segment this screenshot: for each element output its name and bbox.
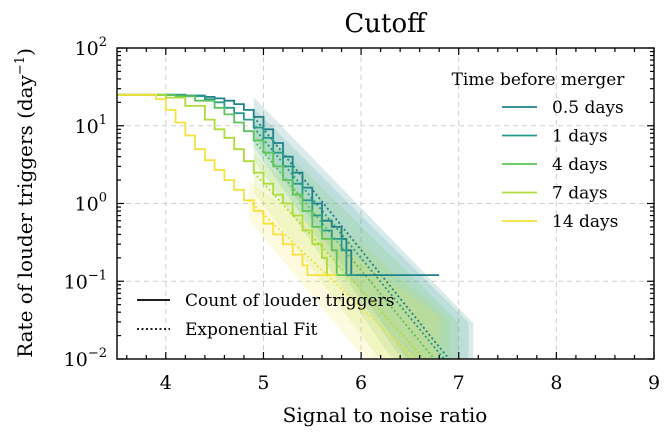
fit-band-4 (248, 180, 440, 359)
step-line-2 (117, 93, 347, 277)
x-tick-label: 7 (453, 372, 465, 394)
y-axis-label-sup: −1 (13, 56, 28, 75)
y-tick-label-base: 10 (75, 116, 99, 138)
y-axis-label-close: ) (13, 48, 37, 56)
legend-label-3: 7 days (552, 184, 608, 204)
step-lines (117, 93, 440, 277)
legend-label-0: 0.5 days (552, 98, 624, 118)
style-legend-label-1: Exponential Fit (185, 320, 318, 340)
y-tick-label: 102 (75, 35, 107, 60)
y-tick-label-exponent: 2 (99, 35, 107, 50)
y-tick-label: 100 (75, 191, 107, 216)
series-legend-title: Time before merger (452, 70, 626, 90)
step-line-4 (117, 93, 337, 277)
series-legend: Time before merger 0.5 days 1 days 4 days 7… (452, 70, 626, 232)
legend-label-1: 1 days (552, 127, 608, 147)
legend-label-4: 14 days (552, 212, 618, 232)
style-legend-label-0: Count of louder triggers (185, 291, 394, 311)
x-tick-label: 8 (550, 372, 562, 394)
y-tick-label-base: 10 (75, 194, 99, 216)
y-tick-label-base: 10 (64, 271, 88, 293)
x-tick-label: 6 (355, 372, 367, 394)
y-tick-label: 101 (75, 113, 107, 138)
x-tick-label: 4 (160, 372, 172, 394)
x-tick-label: 9 (648, 372, 660, 394)
legend-label-2: 4 days (552, 155, 608, 175)
y-axis-label-main: Rate of louder triggers (day (13, 74, 37, 357)
y-axis-label: Rate of louder triggers (day−1) (13, 48, 37, 358)
chart-title: Cutoff (344, 9, 428, 39)
y-tick-label-base: 10 (75, 38, 99, 60)
x-axis-label: Signal to noise ratio (283, 403, 488, 427)
step-line-1 (117, 93, 357, 277)
grid-layer (117, 48, 654, 359)
style-legend: Count of louder triggers Exponential Fit (137, 291, 394, 340)
y-tick-label-exponent: −1 (88, 268, 107, 283)
y-tick-label-exponent: 1 (99, 113, 107, 128)
y-tick-label-base: 10 (64, 349, 88, 371)
fit-band-0 (253, 97, 474, 359)
y-tick-label-exponent: −2 (88, 346, 107, 361)
y-tick-label: 10−1 (64, 268, 107, 293)
fit-band-1 (253, 108, 469, 359)
x-tick-label: 5 (257, 372, 269, 394)
y-tick-label-exponent: 0 (99, 191, 107, 206)
y-tick-label: 10−2 (64, 346, 107, 371)
step-line-3 (117, 93, 337, 277)
